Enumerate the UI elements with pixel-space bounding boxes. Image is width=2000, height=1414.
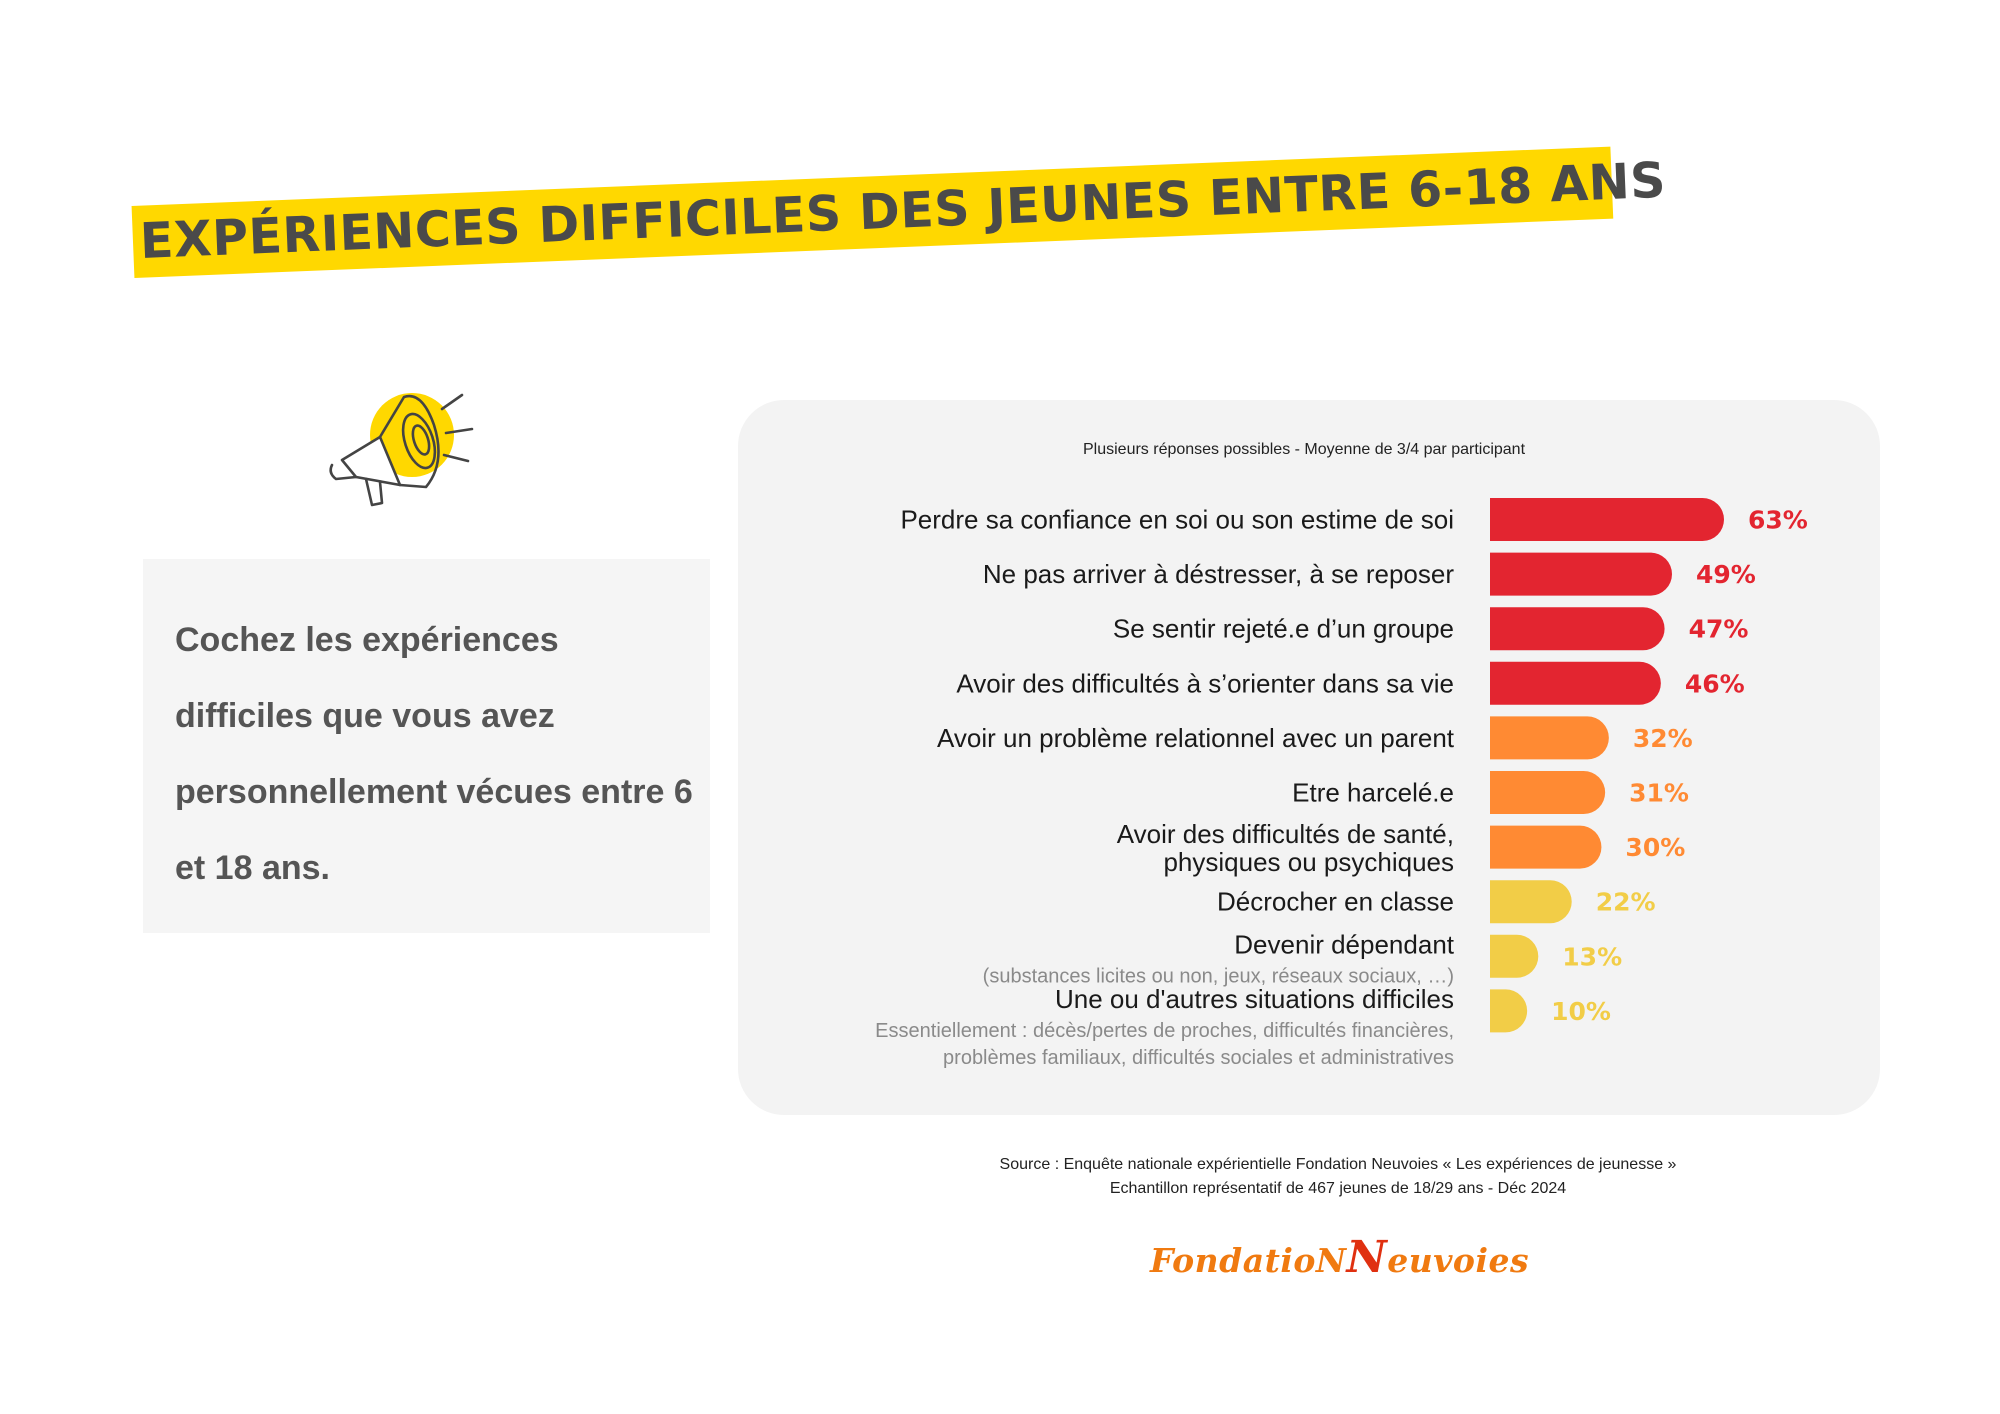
bar-4: [1490, 661, 1661, 705]
chart-subtitle: Plusieurs réponses possibles - Moyenne d…: [1082, 441, 1526, 458]
value-label-4: 46%: [1685, 669, 1745, 698]
category-note-10-line-2: problèmes familiaux, difficultés sociale…: [943, 1047, 1454, 1069]
bar-2: [1490, 552, 1672, 596]
bar-3: [1490, 607, 1665, 651]
fondation-neuvoies-logo: FondatioNNeuvoies: [1150, 1232, 1530, 1283]
bar-7: [1490, 825, 1602, 869]
bar-5: [1490, 716, 1609, 760]
category-label-4: Avoir des difficultés à s’orienter dans …: [956, 668, 1454, 698]
category-label-8: Décrocher en classe: [1217, 887, 1454, 917]
value-label-2: 49%: [1696, 560, 1756, 589]
category-label-7-line-1: Avoir des difficultés de santé,: [1117, 819, 1454, 849]
value-label-10: 10%: [1551, 997, 1611, 1026]
category-label-10: Une ou d'autres situations difficiles: [1055, 984, 1454, 1014]
value-label-6: 31%: [1629, 779, 1689, 808]
source-note: Source : Enquête nationale expérientiell…: [838, 1153, 1838, 1201]
bar-1: [1490, 498, 1724, 541]
value-label-7: 30%: [1625, 833, 1685, 862]
megaphone-icon: [329, 393, 474, 507]
category-label-6: Etre harcelé.e: [1292, 778, 1454, 808]
value-label-3: 47%: [1689, 615, 1749, 644]
category-label-9: Devenir dépendant: [1234, 929, 1454, 959]
category-label-2: Ne pas arriver à déstresser, à se repose…: [983, 559, 1454, 589]
value-label-1: 63%: [1748, 506, 1808, 535]
value-label-5: 32%: [1633, 724, 1693, 753]
category-note-9: (substances licites ou non, jeux, réseau…: [983, 965, 1454, 987]
category-label-1: Perdre sa confiance en soi ou son estime…: [900, 505, 1454, 535]
value-label-8: 22%: [1596, 888, 1656, 917]
category-label-5: Avoir un problème relationnel avec un pa…: [937, 723, 1455, 753]
category-label-7-line-2: physiques ou psychiques: [1163, 847, 1454, 877]
source-line-1: Source : Enquête nationale expérientiell…: [999, 1156, 1677, 1173]
prompt-panel: [143, 559, 710, 933]
bar-10: [1490, 989, 1528, 1033]
prompt-text: Cochez les expériences difficiles que vo…: [175, 621, 693, 887]
source-line-2: Echantillon représentatif de 467 jeunes …: [1109, 1180, 1567, 1197]
bar-9: [1490, 934, 1539, 978]
category-note-10-line-1: Essentiellement : décès/pertes de proche…: [875, 1020, 1454, 1042]
bar-6: [1490, 771, 1606, 814]
category-label-3: Se sentir rejeté.e d’un groupe: [1113, 614, 1454, 644]
bar-8: [1490, 880, 1572, 924]
value-label-9: 13%: [1562, 942, 1622, 971]
